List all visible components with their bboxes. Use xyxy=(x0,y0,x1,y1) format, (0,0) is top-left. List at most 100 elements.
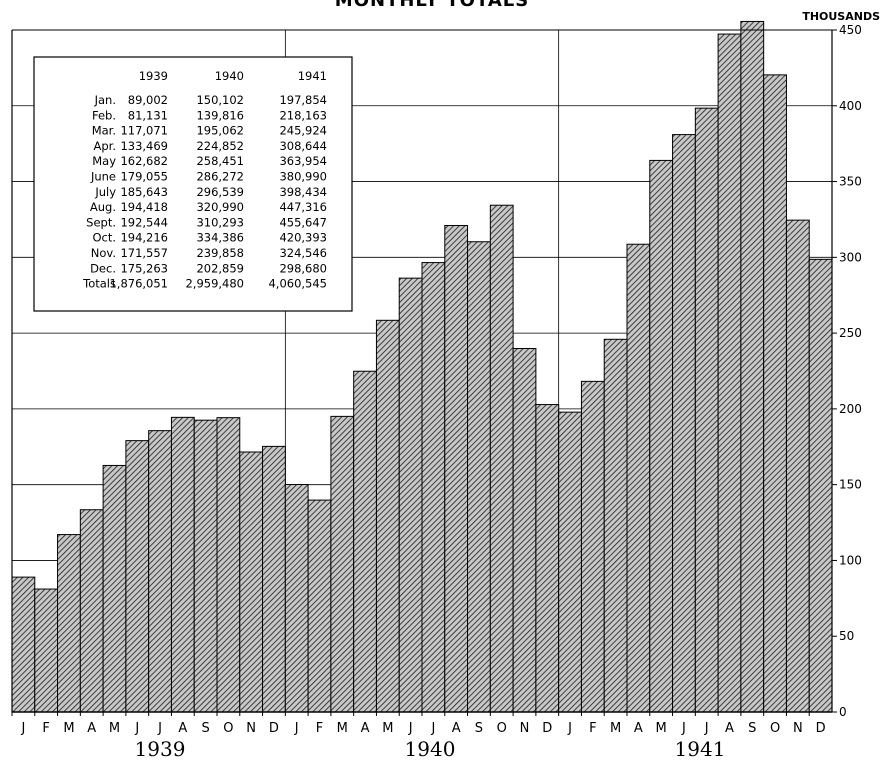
table-cell: 224,852 xyxy=(196,139,244,153)
bar xyxy=(170,416,195,713)
x-tick-label: A xyxy=(634,721,643,736)
x-tick-label: J xyxy=(134,721,139,736)
bar xyxy=(785,219,810,713)
x-tick-label: M xyxy=(610,721,621,736)
table-row-label: July xyxy=(94,185,116,199)
bar xyxy=(102,464,127,713)
bar xyxy=(125,440,150,713)
table-cell: 195,062 xyxy=(196,124,244,138)
y-tick-label: 200 xyxy=(839,402,862,416)
table-cell: 2,959,480 xyxy=(185,277,244,291)
bar xyxy=(307,499,332,713)
bar xyxy=(375,319,400,713)
table-row-label: Dec. xyxy=(90,261,116,275)
table-row-label: Nov. xyxy=(91,246,116,260)
bar xyxy=(421,262,446,713)
data-table: 1939 1940 1941 Jan. 89,002 150,102 197,854 Feb.… xyxy=(33,56,353,312)
bar xyxy=(398,277,423,713)
x-tick-label: D xyxy=(542,721,552,736)
table-cell: 179,055 xyxy=(120,170,168,184)
table-cell: 239,858 xyxy=(196,246,244,260)
table-box xyxy=(33,56,353,312)
table-cell: 455,647 xyxy=(279,215,327,229)
y-tick-label: 50 xyxy=(839,629,854,643)
x-tick-label: A xyxy=(725,721,734,736)
x-tick-label: N xyxy=(793,721,803,736)
table-row-label: May xyxy=(92,154,116,168)
bar xyxy=(193,419,218,713)
table-row-label: Aug. xyxy=(90,200,116,214)
table-cell: 202,859 xyxy=(196,261,244,275)
table-cell: 258,451 xyxy=(196,154,244,168)
y-tick-label: 450 xyxy=(839,23,862,37)
y-tick-label: 0 xyxy=(839,705,847,719)
x-tick-label: D xyxy=(816,721,826,736)
x-tick-label: J xyxy=(430,721,435,736)
table-row-label: Jan. xyxy=(94,93,116,107)
x-tick-label: A xyxy=(361,721,370,736)
table-row-label: June xyxy=(90,170,116,184)
table-cell: 171,557 xyxy=(120,246,168,260)
table-cell: 286,272 xyxy=(196,170,244,184)
x-tick-label: M xyxy=(382,721,393,736)
bar xyxy=(239,451,264,713)
x-tick-label: F xyxy=(42,721,49,736)
table-cell: 194,216 xyxy=(120,231,168,245)
y-tick-label: 350 xyxy=(839,175,862,189)
year-label: 1939 xyxy=(135,737,186,760)
bar xyxy=(216,417,241,713)
bar xyxy=(467,241,491,713)
bar xyxy=(535,404,560,713)
bar xyxy=(808,258,833,713)
x-tick-label: J xyxy=(567,721,572,736)
table-row-label: Sept. xyxy=(86,215,116,229)
bar xyxy=(353,370,377,713)
bar xyxy=(489,204,514,713)
table-cell: 245,924 xyxy=(279,124,327,138)
table-cell: 310,293 xyxy=(196,215,244,229)
table-cell: 194,418 xyxy=(120,200,168,214)
table-row-label: Oct. xyxy=(92,231,116,245)
x-tick-label: O xyxy=(497,721,507,736)
table-cell: 4,060,545 xyxy=(268,277,327,291)
year-label: 1941 xyxy=(675,737,726,760)
table-cell: 139,816 xyxy=(196,108,244,122)
bar xyxy=(603,338,628,713)
table-cell: 162,682 xyxy=(120,154,168,168)
x-tick-label: J xyxy=(157,721,162,736)
x-tick-label: F xyxy=(316,721,323,736)
y-ticks: 0 50 100 150 200 250 300 350 400 450 xyxy=(832,23,862,719)
bar xyxy=(444,225,469,713)
table-cell: 81,131 xyxy=(128,108,168,122)
bar xyxy=(57,534,81,713)
x-tick-label: N xyxy=(246,721,256,736)
bar xyxy=(148,430,172,713)
bar xyxy=(626,243,651,713)
bar xyxy=(740,20,765,713)
year-labels: 1939 1940 1941 xyxy=(135,737,726,761)
bar xyxy=(79,509,104,713)
bar xyxy=(330,415,355,713)
bar xyxy=(717,33,742,713)
table-cell: 117,071 xyxy=(120,124,168,138)
x-tick-label: A xyxy=(87,721,96,736)
table-row-label: Feb. xyxy=(92,108,116,122)
table-cell: 380,990 xyxy=(279,170,327,184)
table-cell: 308,644 xyxy=(279,139,327,153)
bar xyxy=(284,484,309,713)
table-cell: 197,854 xyxy=(279,93,327,107)
table-cell: 175,263 xyxy=(120,261,168,275)
bar xyxy=(262,445,286,713)
bar xyxy=(580,380,605,713)
x-tick-label: S xyxy=(201,721,209,736)
bar xyxy=(672,134,696,713)
table-header: 1941 xyxy=(298,69,327,83)
y-tick-label: 250 xyxy=(839,326,862,340)
bar xyxy=(694,107,719,713)
table-cell: 296,539 xyxy=(196,185,244,199)
table-cell: 324,546 xyxy=(279,246,327,260)
y-tick-label: 300 xyxy=(839,250,862,264)
x-tick-label: N xyxy=(520,721,530,736)
